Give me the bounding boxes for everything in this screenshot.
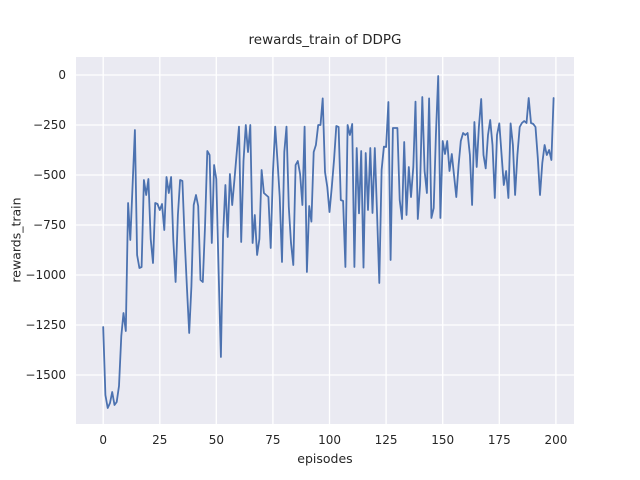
- y-tick-label: −500: [33, 167, 66, 182]
- reward-line: [102, 75, 555, 409]
- x-tick-label: 50: [208, 433, 224, 447]
- x-tick-label: 0: [99, 433, 107, 447]
- x-tick-label: 175: [487, 433, 511, 447]
- x-tick-label: 75: [265, 433, 281, 447]
- y-tick-label: −1500: [25, 367, 66, 382]
- y-tick-label: −1000: [25, 267, 66, 282]
- x-axis-label: episodes: [297, 451, 353, 466]
- y-tick-label: −1250: [25, 317, 66, 332]
- plot-area: [76, 57, 574, 424]
- x-tick-label: 125: [374, 433, 398, 447]
- y-tick-label: −750: [33, 217, 66, 232]
- gridlines: [76, 57, 574, 424]
- x-tick-label: 25: [152, 433, 168, 447]
- y-tick-label: −250: [33, 117, 66, 132]
- y-tick-label: 0: [58, 67, 66, 82]
- x-tick-label: 150: [431, 433, 455, 447]
- line-chart-svg: [76, 57, 574, 424]
- x-tick-label: 100: [318, 433, 341, 447]
- chart-title: rewards_train of DDPG: [248, 32, 402, 48]
- x-tick-label: 200: [544, 433, 568, 447]
